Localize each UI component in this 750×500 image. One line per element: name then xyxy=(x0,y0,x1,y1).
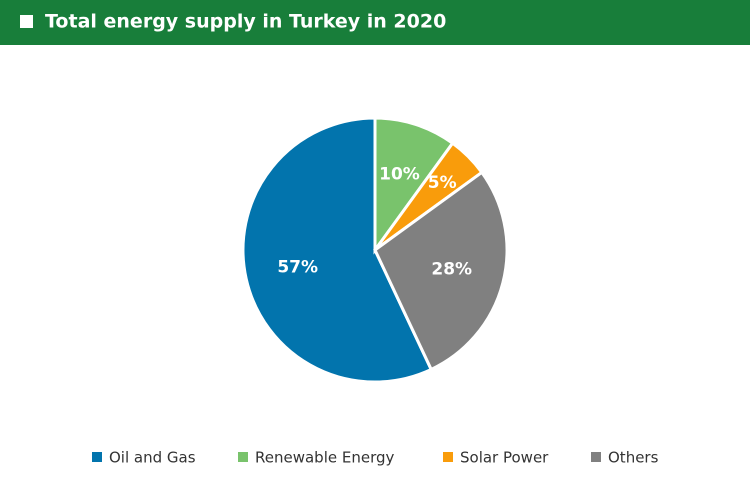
header-bar xyxy=(0,0,750,45)
data-label: 10% xyxy=(379,165,420,185)
legend-swatch xyxy=(591,452,601,462)
data-label: 28% xyxy=(431,260,472,280)
legend-label: Renewable Energy xyxy=(255,449,394,467)
legend-label: Solar Power xyxy=(460,449,549,467)
pie-slice xyxy=(373,116,455,255)
legend-swatch xyxy=(443,452,453,462)
legend-label: Others xyxy=(608,449,659,467)
legend-swatch xyxy=(92,452,102,462)
legend-label: Oil and Gas xyxy=(109,449,196,467)
pie-slice xyxy=(373,170,509,372)
legend-swatch xyxy=(238,452,248,462)
data-label: 57% xyxy=(277,257,318,277)
data-label: 5% xyxy=(428,173,457,193)
pie-slice xyxy=(241,116,434,384)
header-icon xyxy=(20,15,33,28)
chart-title: Total energy supply in Turkey in 2020 xyxy=(45,11,446,33)
